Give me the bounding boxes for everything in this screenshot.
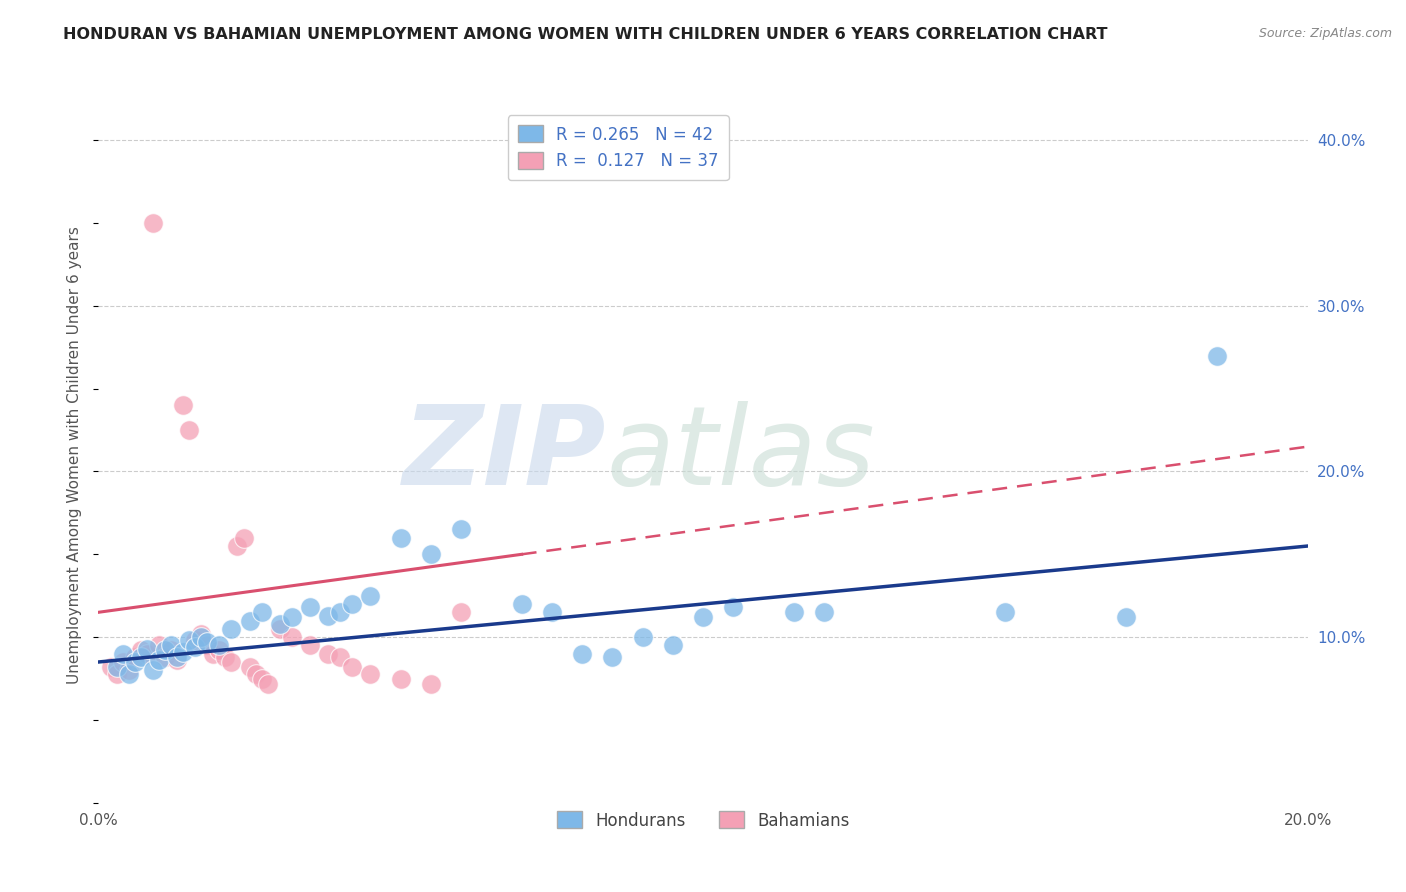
Point xyxy=(153,650,176,665)
Point xyxy=(214,650,236,665)
Point xyxy=(342,597,364,611)
Point xyxy=(661,639,683,653)
Point xyxy=(299,639,322,653)
Point xyxy=(184,633,207,648)
Point xyxy=(124,655,146,669)
Point xyxy=(208,643,231,657)
Point xyxy=(239,660,262,674)
Point xyxy=(166,653,188,667)
Point xyxy=(510,597,533,611)
Point xyxy=(111,647,134,661)
Point xyxy=(184,640,207,654)
Point xyxy=(540,605,562,619)
Point xyxy=(571,647,593,661)
Point xyxy=(1206,349,1229,363)
Point xyxy=(692,610,714,624)
Point xyxy=(281,630,304,644)
Point xyxy=(329,605,352,619)
Point xyxy=(813,605,835,619)
Point xyxy=(389,531,412,545)
Point xyxy=(148,639,170,653)
Point xyxy=(783,605,806,619)
Point xyxy=(142,216,165,230)
Point xyxy=(118,663,141,677)
Point xyxy=(129,650,152,665)
Point xyxy=(250,672,273,686)
Point xyxy=(142,663,165,677)
Point xyxy=(256,676,278,690)
Point xyxy=(190,627,212,641)
Point xyxy=(195,639,218,653)
Point xyxy=(179,633,201,648)
Legend: Hondurans, Bahamians: Hondurans, Bahamians xyxy=(550,805,856,836)
Point xyxy=(172,398,194,412)
Point xyxy=(316,608,339,623)
Point xyxy=(281,610,304,624)
Text: ZIP: ZIP xyxy=(402,401,606,508)
Point xyxy=(129,643,152,657)
Point xyxy=(118,666,141,681)
Point xyxy=(221,622,243,636)
Point xyxy=(420,676,443,690)
Point xyxy=(723,600,745,615)
Point xyxy=(342,660,364,674)
Point xyxy=(602,650,624,665)
Point xyxy=(100,660,122,674)
Point xyxy=(208,639,231,653)
Point xyxy=(111,655,134,669)
Point xyxy=(166,650,188,665)
Point xyxy=(299,600,322,615)
Point xyxy=(631,630,654,644)
Point xyxy=(1115,610,1137,624)
Point xyxy=(105,666,128,681)
Point xyxy=(232,531,254,545)
Point xyxy=(420,547,443,561)
Point xyxy=(245,666,267,681)
Point xyxy=(250,605,273,619)
Point xyxy=(135,641,157,656)
Point xyxy=(190,630,212,644)
Point xyxy=(153,643,176,657)
Point xyxy=(105,660,128,674)
Point xyxy=(329,650,352,665)
Point xyxy=(360,666,382,681)
Point xyxy=(450,523,472,537)
Point xyxy=(195,635,218,649)
Point xyxy=(179,423,201,437)
Point xyxy=(450,605,472,619)
Point xyxy=(226,539,249,553)
Point xyxy=(269,616,291,631)
Point xyxy=(135,647,157,661)
Point xyxy=(389,672,412,686)
Point xyxy=(221,655,243,669)
Text: atlas: atlas xyxy=(606,401,875,508)
Point xyxy=(360,589,382,603)
Point xyxy=(160,639,183,653)
Y-axis label: Unemployment Among Women with Children Under 6 years: Unemployment Among Women with Children U… xyxy=(67,226,83,684)
Point xyxy=(316,647,339,661)
Point xyxy=(269,622,291,636)
Point xyxy=(202,647,225,661)
Text: Source: ZipAtlas.com: Source: ZipAtlas.com xyxy=(1258,27,1392,40)
Point xyxy=(239,614,262,628)
Point xyxy=(994,605,1017,619)
Point xyxy=(148,653,170,667)
Point xyxy=(172,645,194,659)
Point xyxy=(160,643,183,657)
Point xyxy=(124,650,146,665)
Text: HONDURAN VS BAHAMIAN UNEMPLOYMENT AMONG WOMEN WITH CHILDREN UNDER 6 YEARS CORREL: HONDURAN VS BAHAMIAN UNEMPLOYMENT AMONG … xyxy=(63,27,1108,42)
